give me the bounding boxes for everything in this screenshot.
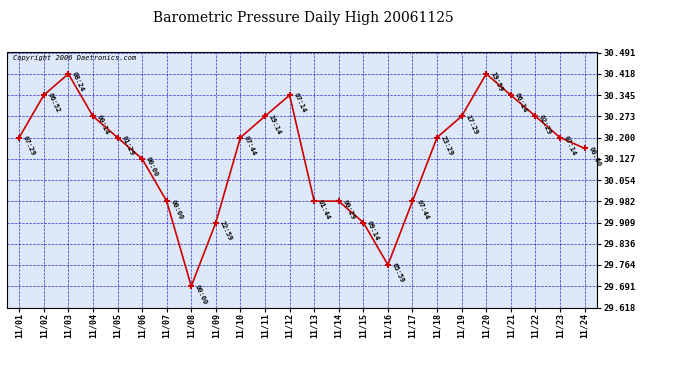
Text: 00:00: 00:00: [170, 198, 184, 220]
Text: 08:24: 08:24: [71, 71, 86, 93]
Text: 19:14: 19:14: [268, 113, 282, 135]
Text: 65:59: 65:59: [391, 262, 405, 284]
Text: 23:29: 23:29: [440, 135, 454, 156]
Text: 00:29: 00:29: [342, 198, 356, 220]
Text: 00:14: 00:14: [96, 113, 110, 135]
Text: 06:52: 06:52: [46, 92, 61, 114]
Text: 07:29: 07:29: [22, 135, 37, 156]
Text: 06:14: 06:14: [513, 92, 528, 114]
Text: Copyright 2006 Daetronics.com: Copyright 2006 Daetronics.com: [13, 55, 136, 61]
Text: 07:14: 07:14: [293, 92, 307, 114]
Text: 00:00: 00:00: [587, 146, 602, 167]
Text: Barometric Pressure Daily High 20061125: Barometric Pressure Daily High 20061125: [153, 11, 454, 25]
Text: 22:59: 22:59: [219, 220, 233, 242]
Text: 00:00: 00:00: [145, 156, 159, 178]
Text: 09:14: 09:14: [366, 220, 380, 242]
Text: 07:44: 07:44: [243, 135, 257, 156]
Text: 17:29: 17:29: [464, 113, 479, 135]
Text: 19:59: 19:59: [489, 71, 504, 93]
Text: 07:14: 07:14: [563, 135, 577, 156]
Text: 01:29: 01:29: [120, 135, 135, 156]
Text: 00:00: 00:00: [194, 284, 208, 305]
Text: 07:44: 07:44: [415, 198, 430, 220]
Text: 01:44: 01:44: [317, 198, 331, 220]
Text: 02:29: 02:29: [538, 113, 553, 135]
